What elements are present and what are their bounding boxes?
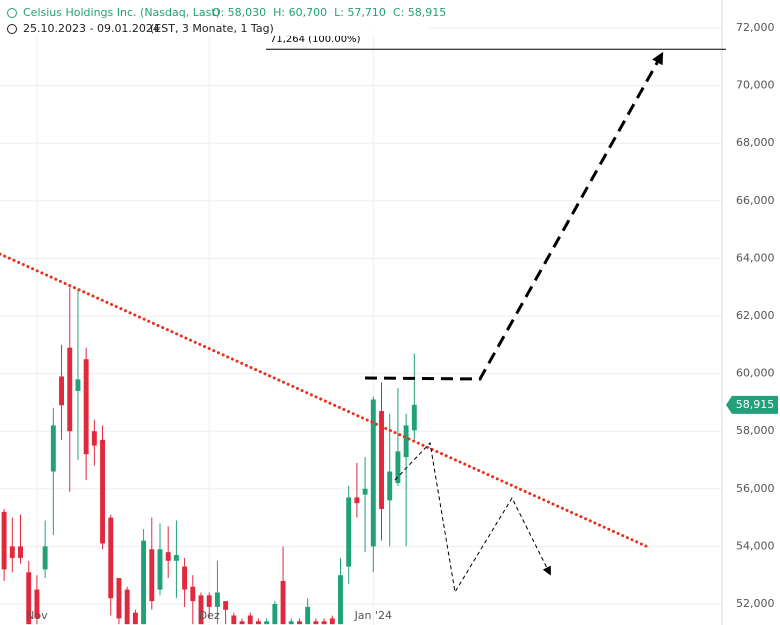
y-tick-label: 68,000 [736, 136, 775, 149]
candle-body [231, 615, 237, 625]
candle-body [362, 488, 368, 495]
candle-body [157, 549, 163, 590]
projection-up [364, 51, 664, 381]
candle-body [141, 540, 147, 625]
candle-body [305, 606, 311, 625]
candle-body [387, 471, 393, 501]
y-tick-label: 62,000 [736, 309, 775, 322]
y-tick-label: 70,000 [736, 79, 775, 92]
header-range: 25.10.2023 - 09.01.2024 [23, 22, 160, 35]
candle-body [50, 425, 56, 472]
y-tick-label: 54,000 [736, 539, 775, 552]
projection-down [394, 441, 551, 594]
candle-body [370, 399, 376, 547]
y-tick-label: 66,000 [736, 194, 775, 207]
candle-body [297, 621, 302, 625]
candle-body [272, 604, 278, 625]
candle-body [165, 552, 171, 561]
clock-icon [7, 24, 17, 34]
candle-body [59, 376, 64, 406]
y-tick-label: 52,000 [736, 597, 775, 610]
candle-body [379, 411, 384, 509]
candle-body [288, 621, 294, 625]
header-settings: (EST, 3 Monate, 1 Tag) [150, 22, 274, 35]
overlay: 71,264 (100.00%) 58,915 [266, 34, 778, 414]
candle-body [116, 578, 122, 619]
candle-body [239, 621, 245, 625]
candle-body [354, 497, 360, 504]
candle-body [255, 621, 261, 625]
candle-body [313, 621, 319, 625]
y-tick-label: 56,000 [736, 482, 775, 495]
candle-body [329, 618, 335, 625]
candle-body [124, 589, 130, 625]
candle-body [411, 404, 417, 431]
candle-body [395, 451, 401, 484]
status-icon [7, 8, 17, 18]
y-tick-label: 60,000 [736, 367, 775, 380]
candle-body [18, 546, 23, 558]
candle-body [149, 549, 155, 602]
candle-body [108, 517, 114, 599]
y-tick-label: 72,000 [736, 21, 775, 34]
candle-body [34, 589, 40, 619]
candle-body [26, 572, 32, 625]
trend-line [0, 252, 650, 549]
candle-body [67, 347, 73, 432]
candle-body [206, 595, 212, 607]
candle-body [247, 615, 253, 625]
candle-body [338, 575, 343, 625]
x-tick-label: Jan '24 [354, 609, 392, 622]
y-tick-label: 64,000 [736, 251, 775, 264]
price-tag [726, 395, 778, 414]
candle-body [42, 546, 48, 570]
candle-body [173, 555, 179, 561]
candle-body [280, 580, 286, 625]
candle-body [190, 586, 196, 602]
header-bg [0, 0, 430, 36]
price-tag-label: 58,915 [736, 398, 775, 411]
candle-body [83, 359, 89, 455]
x-tick-label: Nov [26, 609, 48, 622]
candle-body [223, 601, 229, 610]
candle-body [9, 546, 15, 558]
candle-body [214, 592, 220, 607]
candle-body [100, 439, 106, 544]
target-label: 71,264 (100.00%) [270, 34, 361, 45]
candle-body [91, 431, 97, 446]
candle-body [346, 497, 352, 567]
candles [1, 287, 417, 625]
candle-body [132, 612, 138, 625]
header-title: Celsius Holdings Inc. (Nasdaq, Last) [23, 6, 220, 19]
candle-body [321, 621, 327, 625]
header-ohlc: O: 58,030 H: 60,700 L: 57,710 C: 58,915 [212, 6, 446, 19]
candle-body [403, 425, 409, 458]
candle-body [182, 566, 188, 590]
candle-body [75, 379, 81, 391]
candle-body [1, 511, 7, 570]
candle-body [198, 595, 204, 625]
y-tick-label: 58,000 [736, 424, 775, 437]
x-tick-label: Dez [199, 609, 220, 622]
axis: 52,000 54,000 56,000 58,000 60,000 62,000 64,0… [26, 21, 774, 622]
candle-body [264, 621, 270, 625]
